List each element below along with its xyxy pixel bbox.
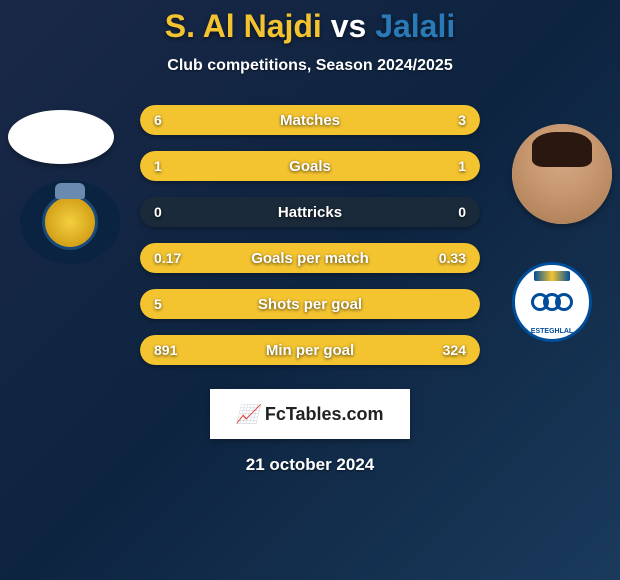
player2-photo (512, 124, 612, 224)
footer-badge[interactable]: 📈 FcTables.com (210, 389, 410, 439)
stat-value-left: 891 (154, 342, 177, 358)
stat-value-left: 0 (154, 204, 162, 220)
stat-value-left: 5 (154, 296, 162, 312)
stat-value-right: 324 (443, 342, 466, 358)
stat-label: Goals (140, 158, 480, 175)
stats-container: Matches6 3 Goals1 1 Hattricks0 0 Goals per mat… (140, 105, 480, 365)
stat-label: Min per goal (140, 342, 480, 359)
stat-row: Goals per match0.17 0.33 (140, 243, 480, 273)
stat-label: Hattricks (140, 204, 480, 221)
stat-row: Goals1 1 (140, 151, 480, 181)
stat-row: Hattricks0 0 (140, 197, 480, 227)
footer-site: FcTables.com (265, 404, 384, 425)
stat-value-right: 0.33 (439, 250, 466, 266)
stat-value-right: 1 (458, 158, 466, 174)
page-title: S. Al Najdi vs Jalali (0, 8, 620, 45)
player2-name: Jalali (375, 8, 455, 44)
stat-row: Shots per goal5 (140, 289, 480, 319)
stat-value-left: 6 (154, 112, 162, 128)
chart-icon: 📈 (236, 404, 258, 425)
stat-value-left: 1 (154, 158, 162, 174)
stat-row: Matches6 3 (140, 105, 480, 135)
stat-label: Shots per goal (140, 296, 480, 313)
stat-label: Goals per match (140, 250, 480, 267)
comparison-card: S. Al Najdi vs Jalali Club competitions,… (0, 0, 620, 580)
player1-club-logo (20, 180, 120, 264)
vs-text: vs (331, 8, 367, 44)
player1-photo (8, 110, 114, 164)
subtitle: Club competitions, Season 2024/2025 (0, 57, 620, 75)
stat-value-left: 0.17 (154, 250, 181, 266)
stat-value-right: 0 (458, 204, 466, 220)
stat-value-right: 3 (458, 112, 466, 128)
date-text: 21 october 2024 (0, 455, 620, 475)
player1-name: S. Al Najdi (165, 8, 322, 44)
player2-club-logo: ESTEGHLAL (502, 260, 602, 344)
stat-label: Matches (140, 112, 480, 129)
stat-row: Min per goal891 324 (140, 335, 480, 365)
